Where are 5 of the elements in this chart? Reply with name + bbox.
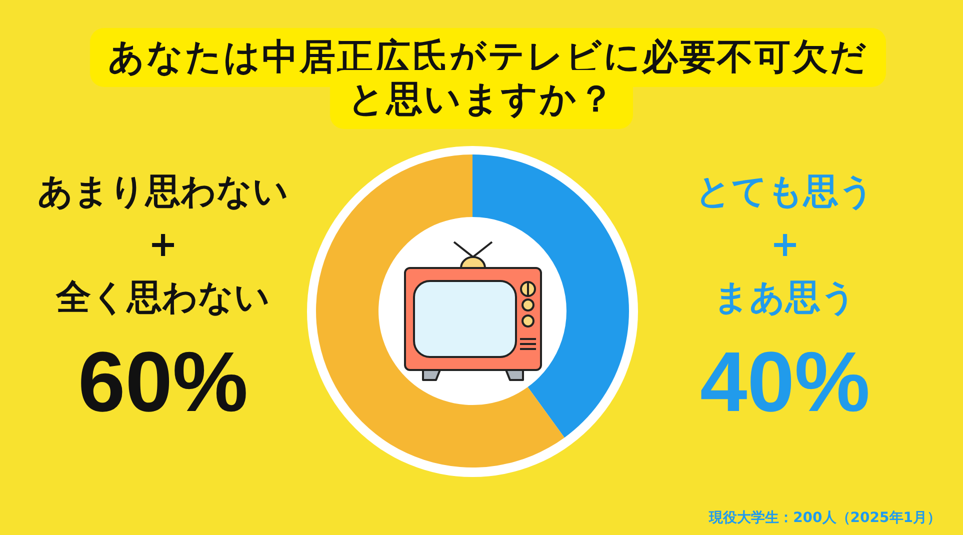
text: 現役大学生：200人（2025年1月） bbox=[709, 509, 941, 527]
slice-label: あまり思わない + 全く思わない bbox=[36, 171, 290, 320]
data-label: 60% bbox=[76, 334, 250, 432]
slice-label: とても思う + まあ思う bbox=[694, 171, 876, 320]
data-label: 40% bbox=[698, 334, 872, 432]
